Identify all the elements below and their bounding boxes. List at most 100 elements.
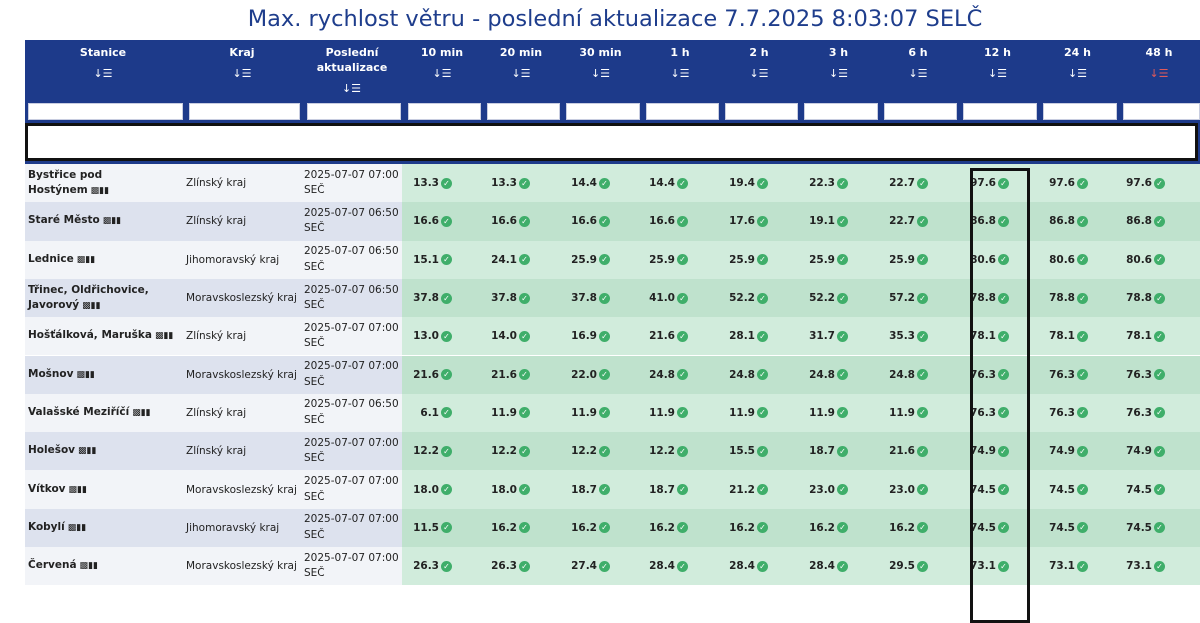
sort-desc-icon[interactable]: ↓☰ bbox=[511, 67, 531, 80]
station-cell[interactable]: Hošťálková, Maruška ▩▮▮ bbox=[28, 317, 178, 355]
table-row[interactable]: Kobylí ▩▮▮ Jihomoravský kraj 2025-07-07 07:… bbox=[25, 508, 1200, 547]
station-cell[interactable]: Staré Město ▩▮▮ bbox=[28, 202, 178, 240]
station-name[interactable]: Třinec, Oldřichovice, Javorový bbox=[28, 283, 149, 311]
table-row[interactable]: Bystřice pod Hostýnem ▩▮▮ Zlínský kraj 2025… bbox=[25, 164, 1200, 203]
chart-icon[interactable]: ▮▮ bbox=[86, 446, 97, 457]
chart-icon[interactable]: ▮▮ bbox=[85, 254, 96, 265]
chart-icon[interactable]: ▮▮ bbox=[140, 407, 151, 418]
table-row[interactable]: Hošťálková, Maruška ▩▮▮ Zlínský kraj 2025-0… bbox=[25, 317, 1200, 356]
station-detail-icons[interactable]: ▩▮▮ bbox=[76, 370, 94, 380]
map-icon[interactable]: ▩ bbox=[90, 185, 100, 196]
station-cell[interactable]: Mošnov ▩▮▮ bbox=[28, 356, 178, 394]
table-row[interactable]: Třinec, Oldřichovice, Javorový ▩▮▮ Moravsk… bbox=[25, 278, 1200, 318]
table-row[interactable]: Mošnov ▩▮▮ Moravskoslezský kraj 2025-07-07 … bbox=[25, 355, 1200, 394]
station-cell[interactable]: Červená ▩▮▮ bbox=[28, 547, 178, 585]
station-detail-icons[interactable]: ▩▮▮ bbox=[82, 301, 100, 311]
chart-icon[interactable]: ▮▮ bbox=[90, 300, 101, 311]
station-detail-icons[interactable]: ▩▮▮ bbox=[68, 523, 86, 533]
station-detail-icons[interactable]: ▩▮▮ bbox=[91, 186, 109, 196]
map-icon[interactable]: ▩ bbox=[78, 446, 87, 457]
table-row[interactable]: Lednice ▩▮▮ Jihomoravský kraj 2025-07-07 06… bbox=[25, 240, 1200, 279]
sort-desc-icon[interactable]: ↓☰ bbox=[670, 67, 690, 80]
column-filter-input[interactable] bbox=[566, 103, 640, 120]
column-header[interactable]: 30 min ↓☰ bbox=[563, 40, 640, 164]
map-icon[interactable]: ▩ bbox=[132, 407, 141, 418]
column-filter-input[interactable] bbox=[725, 103, 798, 120]
map-icon[interactable]: ▩ bbox=[76, 254, 86, 265]
sort-desc-icon[interactable]: ↓☰ bbox=[232, 67, 252, 80]
sort-desc-icon[interactable]: ↓☰ bbox=[93, 67, 113, 80]
station-name[interactable]: Holešov bbox=[28, 444, 76, 457]
chart-icon[interactable]: ▮▮ bbox=[163, 331, 174, 342]
map-icon[interactable]: ▩ bbox=[79, 561, 89, 572]
column-filter-input[interactable] bbox=[189, 103, 300, 120]
table-row[interactable]: Vítkov ▩▮▮ Moravskoslezský kraj 2025-07-07 … bbox=[25, 470, 1200, 509]
table-row[interactable]: Staré Město ▩▮▮ Zlínský kraj 2025-07-07 06:… bbox=[25, 202, 1200, 241]
map-icon[interactable]: ▩ bbox=[154, 331, 164, 342]
column-header[interactable]: 1 h ↓☰ bbox=[643, 40, 719, 164]
station-name[interactable]: Staré Město bbox=[28, 214, 100, 227]
column-header[interactable]: 48 h ↓☰ bbox=[1120, 40, 1200, 164]
station-detail-icons[interactable]: ▩▮▮ bbox=[78, 446, 96, 456]
sort-desc-icon[interactable]: ↓☰ bbox=[749, 67, 769, 80]
sort-desc-icon[interactable]: ↓☰ bbox=[432, 67, 452, 80]
station-detail-icons[interactable]: ▩▮▮ bbox=[103, 216, 121, 226]
station-detail-icons[interactable]: ▩▮▮ bbox=[80, 561, 98, 571]
chart-icon[interactable]: ▮▮ bbox=[88, 561, 98, 572]
station-name[interactable]: Kobylí bbox=[28, 520, 65, 533]
station-cell[interactable]: Kobylí ▩▮▮ bbox=[28, 509, 178, 547]
column-filter-input[interactable] bbox=[487, 103, 560, 120]
column-header[interactable]: Stanice ↓☰ bbox=[25, 40, 183, 164]
column-header[interactable]: Poslední aktualizace ↓☰ bbox=[304, 40, 401, 164]
column-header[interactable]: 3 h ↓☰ bbox=[801, 40, 878, 164]
station-detail-icons[interactable]: ▩▮▮ bbox=[77, 255, 95, 265]
chart-icon[interactable]: ▮▮ bbox=[99, 185, 110, 196]
column-filter-input[interactable] bbox=[646, 103, 719, 120]
column-filter-input[interactable] bbox=[408, 103, 481, 120]
sort-desc-icon[interactable]: ↓☰ bbox=[828, 67, 849, 80]
chart-icon[interactable]: ▮▮ bbox=[77, 484, 87, 495]
column-header[interactable]: 20 min ↓☰ bbox=[484, 40, 560, 164]
sort-desc-icon[interactable]: ↓☰ bbox=[987, 67, 1008, 80]
column-filter-input[interactable] bbox=[804, 103, 878, 120]
chart-icon[interactable]: ▮▮ bbox=[84, 369, 95, 380]
column-filter-input[interactable] bbox=[884, 103, 957, 120]
column-filter-input[interactable] bbox=[307, 103, 401, 120]
sort-desc-icon[interactable]: ↓☰ bbox=[908, 67, 928, 80]
column-filter-input[interactable] bbox=[963, 103, 1037, 120]
station-cell[interactable]: Třinec, Oldřichovice, Javorový ▩▮▮ bbox=[28, 279, 178, 317]
map-icon[interactable]: ▩ bbox=[76, 369, 85, 380]
column-filter-input[interactable] bbox=[1123, 103, 1200, 120]
sort-desc-icon[interactable]: ↓☰ bbox=[341, 82, 362, 95]
column-filter-input[interactable] bbox=[28, 103, 183, 120]
column-header[interactable]: Kraj ↓☰ bbox=[186, 40, 300, 164]
station-cell[interactable]: Holešov ▩▮▮ bbox=[28, 432, 178, 470]
column-header[interactable]: 24 h ↓☰ bbox=[1040, 40, 1117, 164]
station-detail-icons[interactable]: ▩▮▮ bbox=[132, 408, 150, 418]
column-filter-input[interactable] bbox=[1043, 103, 1117, 120]
sort-desc-icon[interactable]: ↓☰ bbox=[1067, 67, 1088, 80]
map-icon[interactable]: ▩ bbox=[102, 216, 112, 227]
column-header[interactable]: 10 min ↓☰ bbox=[405, 40, 481, 164]
sort-desc-active-icon[interactable]: ↓☰ bbox=[1149, 67, 1169, 80]
station-cell[interactable]: Lednice ▩▮▮ bbox=[28, 241, 178, 279]
map-icon[interactable]: ▩ bbox=[68, 484, 78, 495]
station-name[interactable]: Hošťálková, Maruška bbox=[28, 329, 152, 342]
station-name[interactable]: Valašské Meziříčí bbox=[28, 405, 130, 418]
column-header[interactable]: 2 h ↓☰ bbox=[722, 40, 798, 164]
station-cell[interactable]: Vítkov ▩▮▮ bbox=[28, 470, 178, 508]
station-name[interactable]: Červená bbox=[28, 559, 77, 572]
column-header[interactable]: 6 h ↓☰ bbox=[881, 40, 957, 164]
station-name[interactable]: Vítkov bbox=[28, 482, 66, 495]
table-row[interactable]: Valašské Meziříčí ▩▮▮ Zlínský kraj 2025-07-… bbox=[25, 393, 1200, 433]
station-name[interactable]: Bystřice pod Hostýnem bbox=[28, 168, 103, 196]
table-row[interactable]: Holešov ▩▮▮ Zlínský kraj 2025-07-07 07:00 S… bbox=[25, 432, 1200, 471]
column-header[interactable]: 12 h ↓☰ bbox=[960, 40, 1037, 164]
map-icon[interactable]: ▩ bbox=[67, 522, 77, 533]
chart-icon[interactable]: ▮▮ bbox=[111, 216, 122, 227]
map-icon[interactable]: ▩ bbox=[82, 300, 91, 311]
station-cell[interactable]: Bystřice pod Hostýnem ▩▮▮ bbox=[28, 164, 178, 202]
station-detail-icons[interactable]: ▩▮▮ bbox=[155, 331, 173, 341]
station-detail-icons[interactable]: ▩▮▮ bbox=[69, 485, 87, 495]
chart-icon[interactable]: ▮▮ bbox=[76, 522, 87, 533]
